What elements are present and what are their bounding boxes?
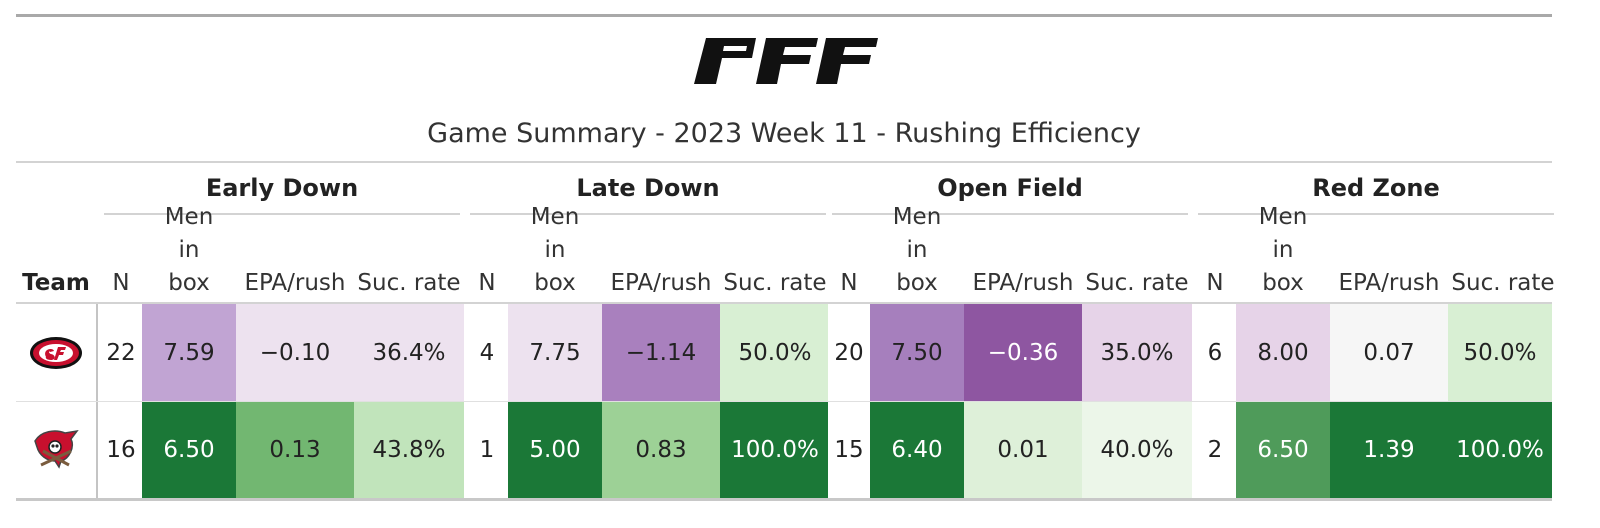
group-header-red-zone: Red Zone xyxy=(1312,174,1440,202)
group-rule-late-down xyxy=(470,213,826,215)
cell-early-down-suc-rate: 43.8% xyxy=(354,402,464,498)
cell-early-down-men-in-box: 7.59 xyxy=(142,304,236,401)
cell-late-down-men-in-box: 5.00 xyxy=(508,402,602,498)
cell-red-zone-n: 2 xyxy=(1194,402,1236,498)
bottom-rule xyxy=(16,498,1552,501)
column-header-late-down-n: N xyxy=(478,270,496,296)
title-rule xyxy=(16,161,1552,163)
group-header-late-down: Late Down xyxy=(576,174,720,202)
cell-late-down-n: 1 xyxy=(466,402,508,498)
column-header-open-field-epa-rush: EPA/rush xyxy=(972,270,1074,296)
header-rule xyxy=(16,302,1552,304)
group-rule-red-zone xyxy=(1198,213,1554,215)
cell-early-down-n: 16 xyxy=(100,402,142,498)
cell-early-down-epa-rush: 0.13 xyxy=(236,402,354,498)
cell-late-down-n: 4 xyxy=(466,304,508,401)
column-header-red-zone-n: N xyxy=(1206,270,1224,296)
cell-red-zone-epa-rush: 1.39 xyxy=(1330,402,1448,498)
column-header-open-field-n: N xyxy=(840,270,858,296)
cell-open-field-men-in-box: 7.50 xyxy=(870,304,964,401)
cell-open-field-n: 20 xyxy=(828,304,870,401)
table-title: Game Summary - 2023 Week 11 - Rushing Ef… xyxy=(427,118,1141,149)
cell-red-zone-suc-rate: 50.0% xyxy=(1448,304,1552,401)
cell-open-field-epa-rush: 0.01 xyxy=(964,402,1082,498)
cell-late-down-epa-rush: 0.83 xyxy=(602,402,720,498)
group-header-early-down: Early Down xyxy=(205,174,359,202)
cell-open-field-suc-rate: 35.0% xyxy=(1082,304,1192,401)
cell-open-field-suc-rate: 40.0% xyxy=(1082,402,1192,498)
column-header-red-zone-men-in-box: Men in box xyxy=(1258,204,1308,296)
column-header-red-zone-suc-rate: Suc. rate xyxy=(1451,270,1555,296)
cell-open-field-n: 15 xyxy=(828,402,870,498)
cell-red-zone-epa-rush: 0.07 xyxy=(1330,304,1448,401)
cell-early-down-men-in-box: 6.50 xyxy=(142,402,236,498)
cell-early-down-epa-rush: −0.10 xyxy=(236,304,354,401)
column-header-open-field-men-in-box: Men in box xyxy=(892,204,942,296)
column-header-late-down-suc-rate: Suc. rate xyxy=(723,270,827,296)
cell-red-zone-suc-rate: 100.0% xyxy=(1448,402,1552,498)
column-header-red-zone-epa-rush: EPA/rush xyxy=(1338,270,1440,296)
cell-red-zone-men-in-box: 6.50 xyxy=(1236,402,1330,498)
column-header-late-down-men-in-box: Men in box xyxy=(530,204,580,296)
top-rule xyxy=(16,14,1552,17)
cell-early-down-n: 22 xyxy=(100,304,142,401)
cell-late-down-epa-rush: −1.14 xyxy=(602,304,720,401)
column-header-early-down-men-in-box: Men in box xyxy=(164,204,214,296)
column-header-late-down-epa-rush: EPA/rush xyxy=(610,270,712,296)
cell-red-zone-n: 6 xyxy=(1194,304,1236,401)
row-divider xyxy=(16,401,1552,402)
cell-late-down-suc-rate: 50.0% xyxy=(720,304,830,401)
cell-red-zone-men-in-box: 8.00 xyxy=(1236,304,1330,401)
buccaneers-logo xyxy=(16,402,96,498)
team-header: Team xyxy=(22,270,90,296)
group-rule-open-field xyxy=(832,213,1188,215)
cell-open-field-men-in-box: 6.40 xyxy=(870,402,964,498)
column-header-early-down-epa-rush: EPA/rush xyxy=(244,270,346,296)
cell-late-down-suc-rate: 100.0% xyxy=(720,402,830,498)
group-header-open-field: Open Field xyxy=(937,174,1083,202)
column-header-early-down-n: N xyxy=(112,270,130,296)
cell-open-field-epa-rush: −0.36 xyxy=(964,304,1082,401)
cell-early-down-suc-rate: 36.4% xyxy=(354,304,464,401)
pff-logo xyxy=(694,38,878,84)
column-header-open-field-suc-rate: Suc. rate xyxy=(1085,270,1189,296)
group-rule-early-down xyxy=(104,213,460,215)
49ers-logo xyxy=(16,304,96,401)
column-header-early-down-suc-rate: Suc. rate xyxy=(357,270,461,296)
cell-late-down-men-in-box: 7.75 xyxy=(508,304,602,401)
